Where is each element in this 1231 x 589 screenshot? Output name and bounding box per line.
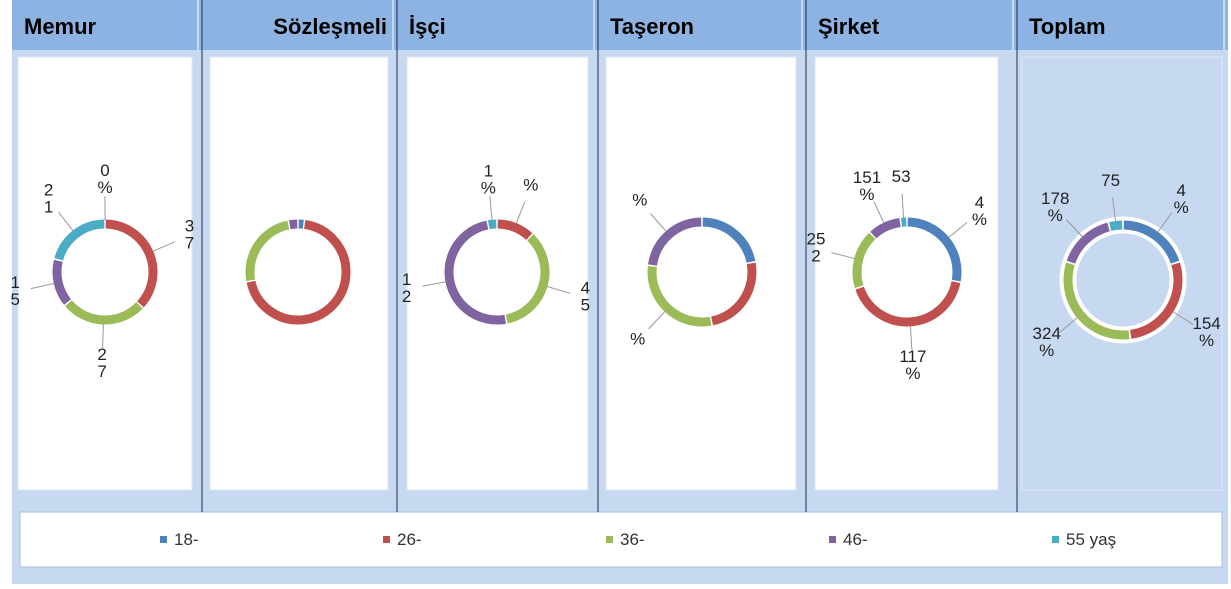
donut-slice [290, 224, 298, 225]
panel [210, 57, 388, 490]
panel-title: Şirket [818, 14, 880, 39]
panel-title: Toplam [1029, 14, 1106, 39]
legend-label: 46- [843, 530, 868, 549]
donut-slice [1110, 225, 1122, 227]
panel [407, 57, 588, 490]
panel-title: Sözleşmeli [273, 14, 387, 39]
legend-label: 18- [174, 530, 199, 549]
legend-swatch [606, 536, 613, 543]
panel [606, 57, 796, 490]
legend-swatch [383, 536, 390, 543]
legend-label: 26- [397, 530, 422, 549]
data-label: 75 [1101, 171, 1120, 190]
donut-slice [489, 224, 497, 225]
data-label: % [632, 191, 647, 210]
data-label: 53 [892, 168, 911, 187]
panel-title: İşçi [409, 14, 446, 39]
legend-label: 55 yaş [1066, 530, 1116, 549]
panel [815, 57, 998, 490]
panel-title: Memur [24, 14, 97, 39]
panel-title: Taşeron [610, 14, 694, 39]
data-label: % [630, 330, 645, 349]
panel [1022, 57, 1222, 490]
legend-swatch [1052, 536, 1059, 543]
legend-swatch [160, 536, 167, 543]
panel [18, 57, 192, 490]
legend-swatch [829, 536, 836, 543]
data-label: % [523, 176, 538, 195]
legend-label: 36- [620, 530, 645, 549]
